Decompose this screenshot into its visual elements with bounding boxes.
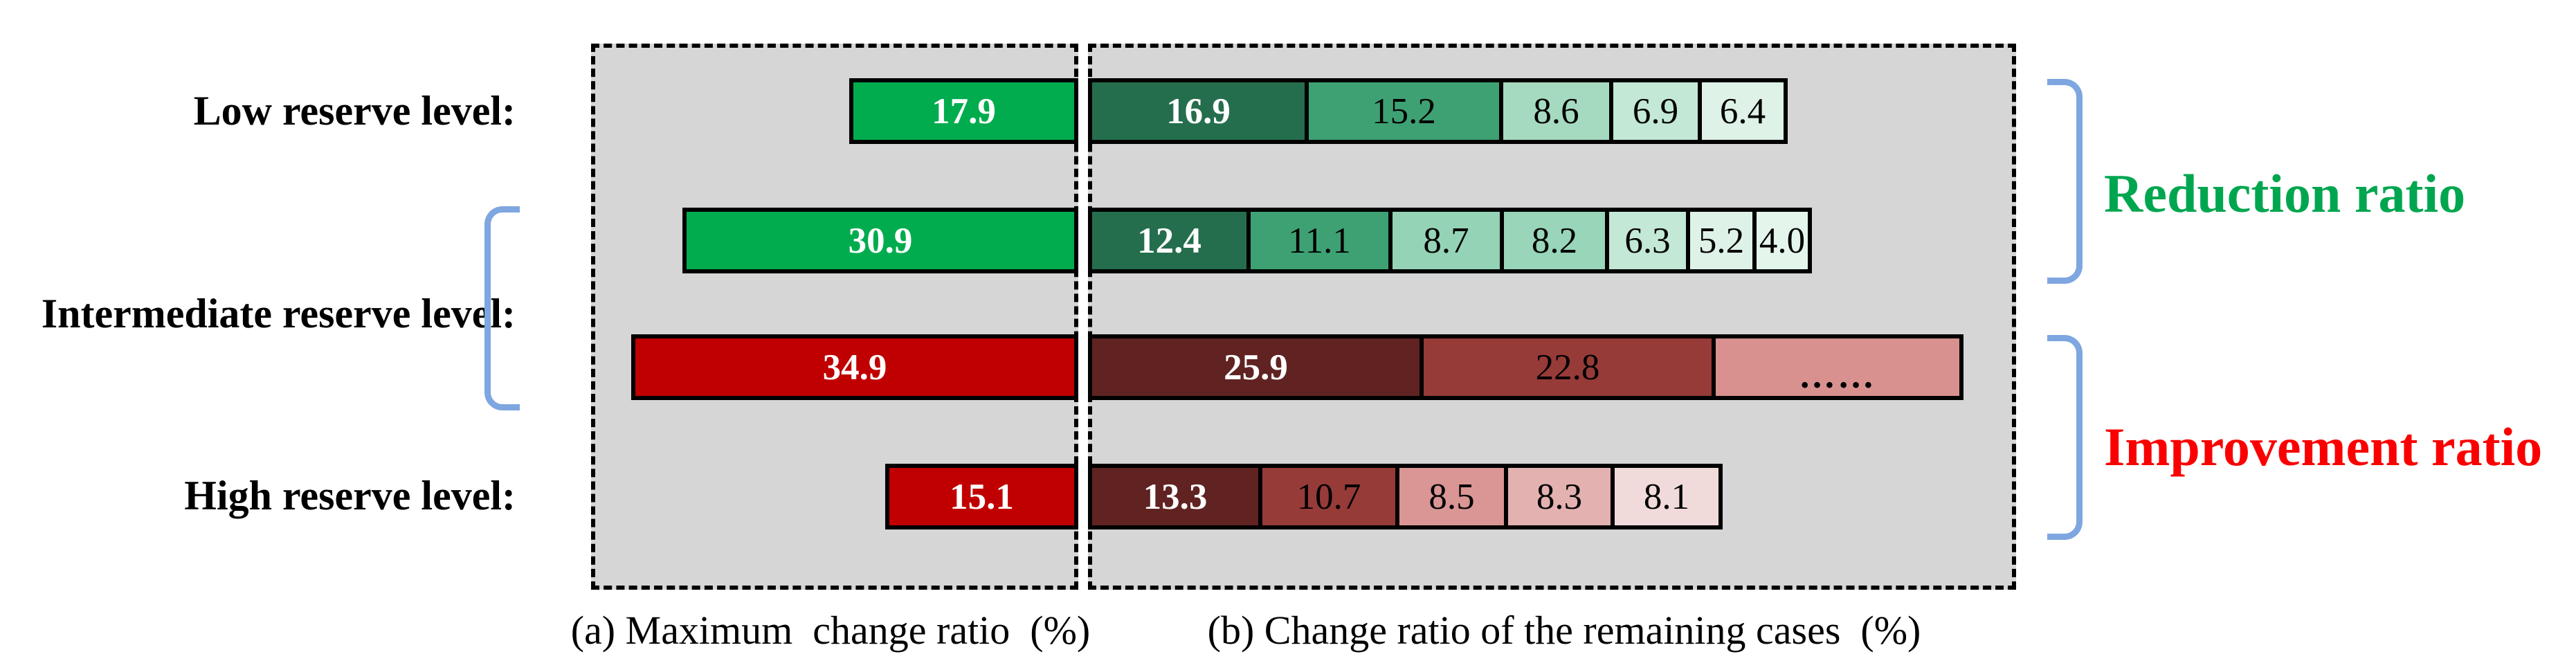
bar-segment: 10.7: [1262, 468, 1399, 525]
segment-value: 22.8: [1535, 347, 1600, 388]
improvement-ratio-label: Improvement ratio: [2104, 417, 2543, 477]
segment-value: 25.9: [1224, 347, 1288, 388]
bar-segment: 8.2: [1504, 212, 1609, 269]
bar-value: 34.9: [822, 347, 887, 388]
row-label-low-reserve: Low reserve level:: [193, 88, 516, 134]
bar-segment: 22.8: [1424, 338, 1716, 396]
bar-segment: 15.2: [1309, 82, 1503, 140]
bar-segment: 8.5: [1399, 468, 1508, 525]
segment-value: 8.2: [1531, 220, 1578, 261]
caption-panel-b: (b) Change ratio of the remaining cases …: [1207, 608, 1921, 653]
bar-segment: 4.0: [1757, 212, 1808, 269]
max-change-bar-improvement-3: 15.1: [885, 464, 1078, 529]
max-change-bar-reduction-1: 30.9: [682, 208, 1078, 273]
reduction-ratio-label: Reduction ratio: [2104, 163, 2466, 224]
segment-value: 11.1: [1288, 220, 1351, 261]
remaining-cases-bar-0: 16.9 15.2 8.6 6.9 6.4: [1088, 78, 1788, 144]
row-label-intermediate-reserve: Intermediate reserve level:: [41, 291, 516, 336]
remaining-cases-bar-2: 25.9 22.8 ……: [1088, 334, 1963, 400]
segment-value: 4.0: [1759, 220, 1806, 261]
bar-segment: 6.9: [1613, 82, 1702, 140]
segment-value: 10.7: [1296, 476, 1361, 517]
segment-value: 6.3: [1624, 220, 1671, 261]
segment-value: 5.2: [1698, 220, 1745, 261]
bar-segment: 8.1: [1615, 468, 1718, 525]
segment-value: 6.9: [1632, 91, 1679, 132]
reduction-group-bracket: [2047, 79, 2083, 284]
bar-segment-ellipsis: ……: [1716, 338, 1959, 396]
segment-value: ……: [1799, 355, 1876, 396]
bar-segment: 12.4: [1092, 212, 1251, 269]
bar-segment: 6.3: [1609, 212, 1690, 269]
max-change-bar-improvement-2: 34.9: [631, 334, 1078, 400]
segment-value: 8.3: [1536, 476, 1583, 517]
improvement-group-bracket: [2047, 335, 2083, 540]
segment-value: 8.6: [1533, 91, 1579, 132]
bar-segment: 8.7: [1393, 212, 1504, 269]
segment-value: 8.5: [1428, 476, 1475, 517]
bar-segment: 13.3: [1092, 468, 1262, 525]
segment-value: 15.2: [1372, 91, 1436, 132]
row-label-high-reserve: High reserve level:: [184, 473, 516, 518]
bar-segment: 8.6: [1503, 82, 1613, 140]
bar-segment: 16.9: [1092, 82, 1309, 140]
bar-segment: 11.1: [1251, 212, 1393, 269]
segment-value: 12.4: [1137, 220, 1201, 261]
bar-segment: 5.2: [1690, 212, 1757, 269]
max-change-bar-reduction-0: 17.9: [849, 78, 1078, 144]
bar-value: 30.9: [848, 220, 913, 261]
segment-value: 8.7: [1423, 220, 1469, 261]
bar-segment: 6.4: [1702, 82, 1784, 140]
bar-value: 17.9: [932, 91, 996, 132]
bar-value: 15.1: [950, 476, 1014, 517]
segment-value: 13.3: [1143, 476, 1208, 517]
segment-value: 16.9: [1166, 91, 1231, 132]
segment-value: 8.1: [1643, 476, 1690, 517]
remaining-cases-bar-3: 13.3 10.7 8.5 8.3 8.1: [1088, 464, 1723, 529]
bar-segment: 8.3: [1508, 468, 1615, 525]
bar-segment: 25.9: [1092, 338, 1424, 396]
segment-value: 6.4: [1719, 91, 1766, 132]
caption-panel-a: (a) Maximum change ratio (%): [570, 608, 1091, 653]
remaining-cases-bar-1: 12.4 11.1 8.7 8.2 6.3 5.2 4.0: [1088, 208, 1812, 273]
intermediate-group-bracket: [484, 206, 520, 410]
